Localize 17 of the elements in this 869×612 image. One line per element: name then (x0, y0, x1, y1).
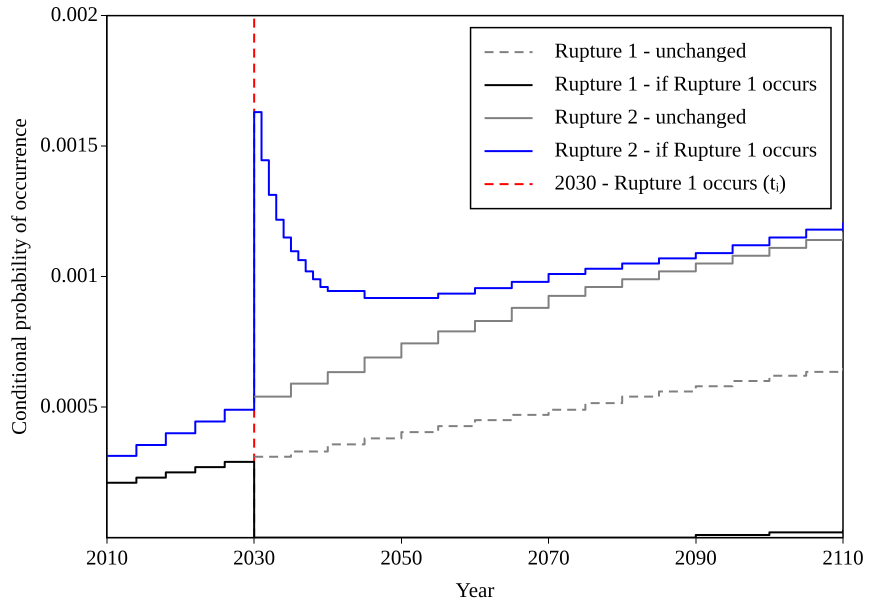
legend-label: Rupture 2 - if Rupture 1 occurs (554, 138, 818, 162)
y-tick-label: 0.0015 (40, 132, 98, 157)
x-tick-label: 2050 (380, 546, 422, 570)
x-tick-label: 2010 (86, 546, 128, 570)
y-tick-label: 0.001 (50, 263, 98, 288)
y-tick-label: 0.002 (50, 2, 98, 26)
x-tick-label: 2110 (822, 546, 864, 570)
legend-label: Rupture 1 - unchanged (554, 38, 747, 63)
x-axis-title: Year (456, 578, 494, 602)
legend-label: 2030 - Rupture 1 occurs (tᵢ) (554, 170, 786, 195)
x-tick-label: 2090 (674, 546, 717, 570)
y-tick-label: 0.0005 (40, 394, 98, 418)
y-axis-title: Conditional probability of occurrence (7, 118, 32, 435)
x-tick-label: 2030 (233, 546, 276, 570)
x-tick-label: 2070 (528, 546, 570, 570)
legend-label: Rupture 1 - if Rupture 1 occurs (554, 72, 818, 96)
legend-label: Rupture 2 - unchanged (554, 104, 747, 129)
